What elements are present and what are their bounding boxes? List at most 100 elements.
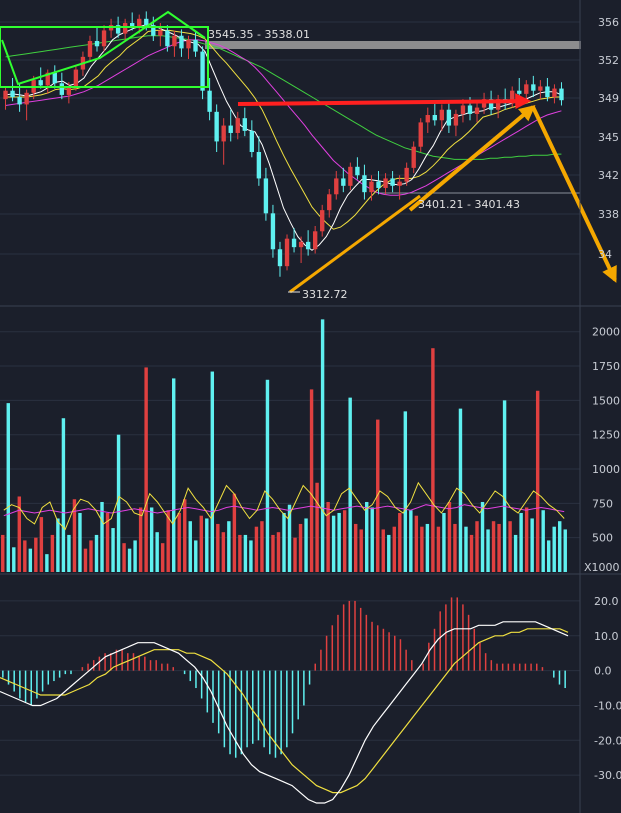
volume-tick-label: 2000 xyxy=(592,326,620,339)
candle-up xyxy=(453,113,459,126)
volume-bar-up xyxy=(475,521,479,572)
volume-bar-up xyxy=(144,367,148,572)
candle-down xyxy=(249,130,255,152)
volume-bar-up xyxy=(309,389,314,572)
candle-down xyxy=(59,83,65,95)
price-tick-label: 34 xyxy=(598,248,612,261)
candle-down xyxy=(179,35,184,49)
volume-bar-up xyxy=(1,534,5,572)
candle-up xyxy=(524,84,529,94)
volume-bar-up xyxy=(497,523,501,572)
volume-bar-up xyxy=(326,501,330,572)
macd-grid xyxy=(0,600,580,776)
volume-bar-up xyxy=(524,507,529,572)
candle-up xyxy=(186,39,191,49)
orange-down-arrow-annotation xyxy=(531,106,617,283)
volume-bar-up xyxy=(232,493,237,572)
volume-bar-down xyxy=(442,512,446,572)
price-tick-label: 349 xyxy=(598,92,619,105)
volume-bar-down xyxy=(205,518,209,572)
volume-bar-up xyxy=(353,523,358,572)
candle-down xyxy=(390,178,395,186)
volume-bar-up xyxy=(271,534,275,572)
volume-bar-down xyxy=(171,378,176,572)
candle-down xyxy=(10,90,15,98)
candle-up xyxy=(383,178,388,188)
price-tick-label: 356 xyxy=(598,16,619,29)
volume-bar-down xyxy=(552,526,556,572)
volume-bar-up xyxy=(122,543,126,572)
candle-up xyxy=(45,72,50,86)
volume-tick-label: 1250 xyxy=(592,429,620,442)
volume-bar-down xyxy=(546,540,551,572)
candle-up xyxy=(221,125,226,142)
volume-bar-down xyxy=(249,540,253,572)
candle-up xyxy=(87,41,93,57)
volume-bar-down xyxy=(194,540,198,572)
volume-bar-up xyxy=(293,537,297,572)
volume-panel: 2000 1750 1500 1250 1000 750 500 X1000 xyxy=(0,319,620,574)
volume-bar-up xyxy=(238,534,242,572)
candle-down xyxy=(144,18,149,26)
macd-panel: 20.0 10.0 0.0 -10.0 -20.0 -30.0 xyxy=(0,595,621,804)
candle-up xyxy=(460,105,466,114)
volume-bar-up xyxy=(392,526,397,572)
volume-bar-up xyxy=(72,499,77,572)
macd-tick-label: -30.0 xyxy=(594,769,621,782)
volume-bar-up xyxy=(50,534,55,572)
volume-bar-down xyxy=(541,510,545,572)
candle-up xyxy=(334,178,339,195)
candle-up xyxy=(158,30,163,36)
candle-up xyxy=(312,231,318,250)
candle-down xyxy=(165,30,170,47)
macd-tick-label: 0.0 xyxy=(594,665,612,678)
candle-up xyxy=(404,167,409,182)
candle-up xyxy=(73,69,79,87)
candle-down xyxy=(263,178,269,214)
volume-bar-up xyxy=(359,529,363,572)
volume-tick-label: 1750 xyxy=(592,360,620,373)
orange-line-annotation xyxy=(289,194,421,294)
volume-bar-up xyxy=(34,537,38,572)
candle-down xyxy=(151,25,156,36)
volume-bar-down xyxy=(370,507,374,572)
candle-up xyxy=(397,181,402,186)
volume-bar-down xyxy=(188,521,192,572)
candle-down xyxy=(341,178,346,186)
volume-bar-down xyxy=(12,547,16,572)
volume-bar-down xyxy=(155,532,159,572)
volume-bar-down xyxy=(56,518,60,572)
macd-histogram xyxy=(2,597,566,758)
volume-bar-down xyxy=(425,523,430,572)
volume-bar-up xyxy=(105,512,110,572)
candle-down xyxy=(291,238,297,248)
volume-bar-up xyxy=(254,526,259,572)
volume-bar-down xyxy=(149,507,154,572)
macd-dea-line xyxy=(0,628,569,794)
price-panel: 356 352 349 345 342 338 34 3545.35 - 353… xyxy=(0,10,619,301)
candle-up xyxy=(369,181,374,193)
volume-bar-down xyxy=(6,403,10,572)
macd-lines xyxy=(0,621,569,804)
volume-bar-up xyxy=(414,515,419,572)
candle-up xyxy=(122,23,128,34)
volume-bar-down xyxy=(480,501,485,572)
candle-down xyxy=(559,88,564,101)
macd-dif-line xyxy=(0,621,569,804)
volume-bars xyxy=(1,319,567,572)
volume-bar-down xyxy=(287,504,292,572)
red-arrow-annotation xyxy=(237,93,532,110)
candle-down xyxy=(115,25,121,34)
volume-bar-up xyxy=(166,510,170,572)
volume-bar-up xyxy=(381,529,385,572)
volume-bar-up xyxy=(83,548,88,572)
volume-tick-label: 500 xyxy=(592,532,613,545)
candle-up xyxy=(137,18,142,28)
volume-bar-up xyxy=(177,512,181,572)
volume-bar-down xyxy=(265,379,270,572)
candle-down xyxy=(545,86,550,98)
green-trend-annotation xyxy=(1,10,206,86)
volume-bar-up xyxy=(398,512,402,572)
price-ma10-line xyxy=(5,29,562,230)
candle-up xyxy=(235,118,240,133)
